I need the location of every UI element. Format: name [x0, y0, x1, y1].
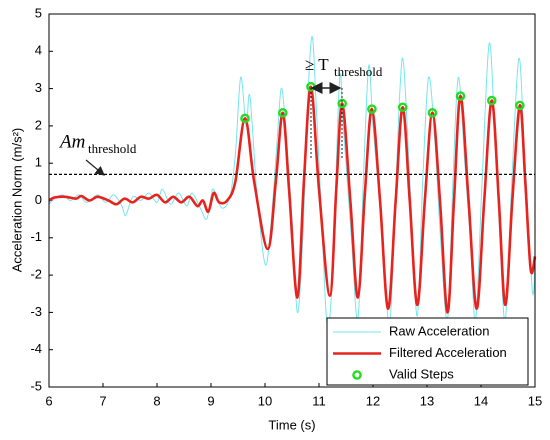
y-tick-label: -4: [30, 341, 42, 356]
x-tick-label: 15: [528, 393, 542, 408]
step-marker: [427, 108, 438, 118]
legend-label: Filtered Acceleration: [389, 345, 507, 360]
step-marker: [367, 104, 377, 114]
legend-label: Valid Steps: [389, 366, 454, 381]
y-tick-label: -2: [30, 267, 42, 282]
y-tick-label: 0: [35, 192, 42, 207]
y-tick-label: 1: [35, 155, 42, 170]
y-axis-label: Acceleration Norm (m/s²): [9, 128, 24, 272]
step-marker: [240, 113, 250, 124]
x-tick-label: 11: [312, 393, 326, 408]
y-tick-label: 5: [35, 5, 42, 20]
y-tick-label: 4: [35, 43, 42, 58]
x-axis-label: Time (s): [268, 417, 315, 432]
step-marker: [515, 100, 525, 111]
x-tick-label: 14: [474, 393, 488, 408]
y-tick-label: -1: [30, 229, 42, 244]
x-tick-label: 13: [420, 393, 434, 408]
y-tick-label: -3: [30, 304, 42, 319]
annotation-text: Am: [58, 131, 85, 152]
step-marker: [397, 102, 408, 113]
x-tick-label: 7: [99, 393, 106, 408]
step-marker: [455, 91, 466, 101]
y-tick-label: 3: [35, 80, 42, 95]
x-tick-label: 8: [153, 393, 160, 408]
annotation-subscript: threshold: [88, 141, 137, 156]
legend-marker: [352, 370, 362, 380]
y-tick-label: 2: [35, 117, 42, 132]
legend-label: Raw Acceleration: [389, 323, 489, 338]
annotation-arrow: [85, 159, 105, 176]
step-marker: [486, 95, 497, 106]
y-tick-label: -5: [30, 378, 42, 393]
x-tick-label: 12: [366, 393, 380, 408]
annotation-text: ≥ T: [305, 55, 329, 74]
x-tick-label: 9: [207, 393, 214, 408]
series-line: [48, 85, 537, 314]
step-marker: [278, 108, 288, 118]
x-tick-label: 6: [45, 393, 52, 408]
step-marker: [337, 98, 348, 109]
annotation-subscript: threshold: [334, 64, 383, 79]
x-tick-label: 10: [258, 393, 272, 408]
axes-frame: [48, 13, 536, 388]
